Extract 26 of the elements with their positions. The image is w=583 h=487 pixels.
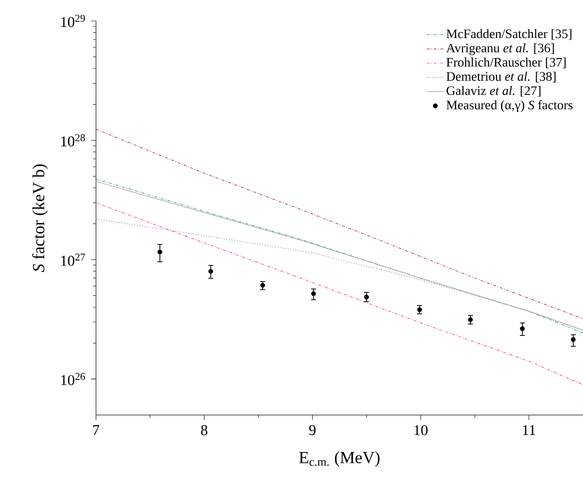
x-tick-label: 11 bbox=[523, 425, 536, 435]
point bbox=[157, 250, 162, 254]
point bbox=[364, 294, 369, 300]
point bbox=[520, 326, 525, 332]
line-series bbox=[96, 128, 583, 320]
legend-label: Galaviz et al. [27] bbox=[446, 86, 540, 97]
line-series bbox=[96, 202, 583, 385]
x-tick-label: 7 bbox=[93, 425, 100, 435]
legend-label: Demetriou et al. [38] bbox=[446, 72, 556, 82]
x-tick-label: 8 bbox=[201, 425, 208, 436]
y-tick-label: 10$^{28}$ bbox=[61, 134, 85, 146]
x-axis-title: E$_{c.m.}$ (MeV) bbox=[299, 451, 380, 467]
line-series bbox=[96, 218, 583, 331]
x-tick-label: 9 bbox=[309, 425, 316, 436]
point bbox=[311, 291, 316, 296]
legend-label: Measured (α,γ) S factors bbox=[446, 100, 572, 112]
x-tick-label: 10 bbox=[414, 425, 428, 436]
legend-label: McFadden/Satchler [35] bbox=[446, 29, 572, 40]
legend-label: Avrigeanu et al. [36] bbox=[446, 43, 554, 56]
legend-label: Frohlich/Rauscher [37] bbox=[446, 58, 566, 68]
y-tick-label: 10$^{27}$ bbox=[61, 254, 86, 266]
y-tick-label: 10$^{26}$ bbox=[61, 372, 86, 386]
y-tick-label: 10$^{29}$ bbox=[61, 14, 85, 28]
point bbox=[570, 337, 576, 342]
point bbox=[208, 268, 214, 274]
y-axis-title: S factor (keV b) bbox=[32, 164, 48, 272]
